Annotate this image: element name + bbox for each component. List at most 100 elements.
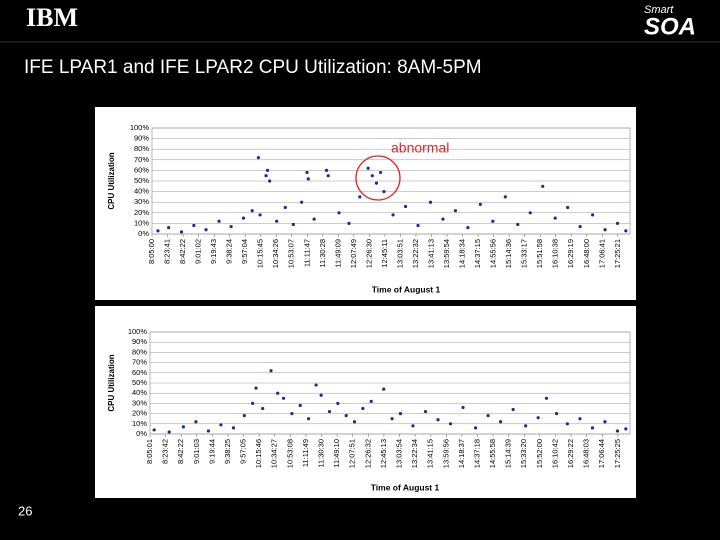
point	[478, 202, 482, 206]
point	[448, 422, 453, 426]
x-tick-label: 14:37:15	[473, 239, 482, 268]
x-tick-label: 10:53:08	[285, 439, 294, 468]
point	[398, 412, 403, 416]
x-tick-label: 15:33:17	[520, 239, 529, 268]
point	[251, 401, 255, 405]
y-tick-label: 80%	[134, 144, 149, 153]
y-tick-label: 90%	[132, 337, 147, 346]
point	[219, 423, 223, 427]
y-tick-label: 10%	[134, 218, 149, 227]
point	[590, 213, 595, 217]
x-tick-label: 16:29:22	[566, 439, 575, 468]
annotation-circle	[355, 155, 401, 201]
y-tick-label: 10%	[132, 419, 147, 428]
x-tick-label: 14:18:34	[458, 239, 467, 268]
point	[352, 420, 357, 424]
point	[528, 211, 532, 215]
point	[578, 224, 582, 229]
point	[461, 405, 465, 410]
point	[290, 412, 294, 416]
point	[231, 426, 236, 430]
point	[624, 229, 628, 233]
x-tick-label: 12:26:32	[363, 439, 372, 468]
x-tick-label: 12:26:30	[364, 239, 373, 268]
point	[241, 216, 246, 220]
point	[206, 429, 211, 433]
point	[194, 420, 198, 424]
x-tick-label: 13:59:54	[442, 239, 451, 268]
x-tick-label: 16:10:42	[550, 439, 559, 468]
x-tick-label: 15:51:58	[535, 239, 544, 268]
point	[217, 219, 221, 223]
y-axis-label: CPU Utilization	[107, 354, 116, 411]
point	[416, 223, 420, 228]
point	[390, 417, 394, 421]
point	[391, 213, 395, 217]
point	[204, 228, 208, 232]
x-tick-label: 17:25:21	[613, 239, 622, 268]
x-tick-label: 15:14:36	[504, 239, 513, 268]
point	[192, 223, 196, 228]
y-tick-label: 40%	[132, 388, 147, 397]
point	[305, 170, 309, 175]
x-tick-label: 16:48:00	[582, 239, 591, 268]
x-tick-label: 16:10:38	[551, 239, 560, 268]
x-tick-label: 15:33:20	[519, 439, 528, 468]
y-tick-label: 60%	[132, 368, 147, 377]
x-tick-label: 12:07:51	[348, 439, 357, 468]
x-tick-label: 15:14:39	[504, 439, 513, 468]
x-tick-label: 10:34:26	[271, 239, 280, 268]
point	[603, 228, 607, 232]
point	[578, 417, 582, 421]
annotation: abnormal	[391, 140, 449, 156]
chart: 0%10%20% 30%40%50%60%70% 80%90%100% 8:05:01…	[95, 306, 636, 498]
x-tick-label: 11:49:09	[333, 239, 342, 268]
point	[347, 221, 351, 225]
point	[358, 195, 362, 199]
x-tick-label: 8:42:22	[178, 239, 187, 264]
point	[167, 430, 171, 434]
point	[428, 200, 433, 204]
point	[516, 222, 520, 227]
point	[256, 156, 261, 160]
point	[624, 427, 628, 431]
point	[566, 205, 570, 210]
x-tick-label: 9:57:05	[239, 439, 248, 464]
y-tick-label: 70%	[132, 358, 147, 367]
x-tick-label: 12:45:13	[379, 439, 388, 468]
x-tick-label: 17:06:41	[597, 239, 606, 268]
point	[553, 216, 557, 220]
y-tick-label: 60%	[134, 165, 149, 174]
point	[327, 409, 332, 414]
point	[283, 205, 287, 210]
x-tick-label: 17:25:25	[613, 439, 622, 468]
y-axis-label: CPU Utilization	[107, 152, 116, 209]
point	[436, 418, 440, 422]
x-tick-label: 17:06:44	[597, 439, 606, 468]
point	[541, 184, 545, 188]
x-tick-label: 14:55:58	[488, 439, 497, 468]
x-tick-label: 9:38:25	[223, 439, 232, 464]
point	[411, 424, 415, 428]
point	[268, 179, 272, 183]
point	[264, 174, 268, 178]
x-tick-label: 9:38:24	[225, 239, 234, 264]
point	[319, 393, 323, 397]
slide-title: IFE LPAR1 and IFE LPAR2 CPU Utilization:…	[24, 57, 482, 78]
x-tick-label: 9:57:04	[240, 239, 249, 264]
point	[300, 200, 304, 204]
logo: IBM	[26, 3, 78, 32]
point	[250, 209, 254, 213]
point	[491, 219, 495, 223]
x-tick-label: 14:55:56	[489, 239, 498, 268]
point	[269, 369, 273, 373]
y-tick-label: 50%	[132, 378, 147, 387]
x-tick-label: 8:23:42	[161, 439, 170, 464]
x-tick-label: 13:22:34	[410, 439, 419, 468]
y-tick-label: 30%	[132, 398, 147, 407]
point	[326, 174, 330, 178]
x-tick-label: 16:29:19	[566, 239, 575, 268]
y-tick-label: 40%	[134, 187, 149, 196]
x-tick-label: 10:15:45	[256, 239, 265, 268]
